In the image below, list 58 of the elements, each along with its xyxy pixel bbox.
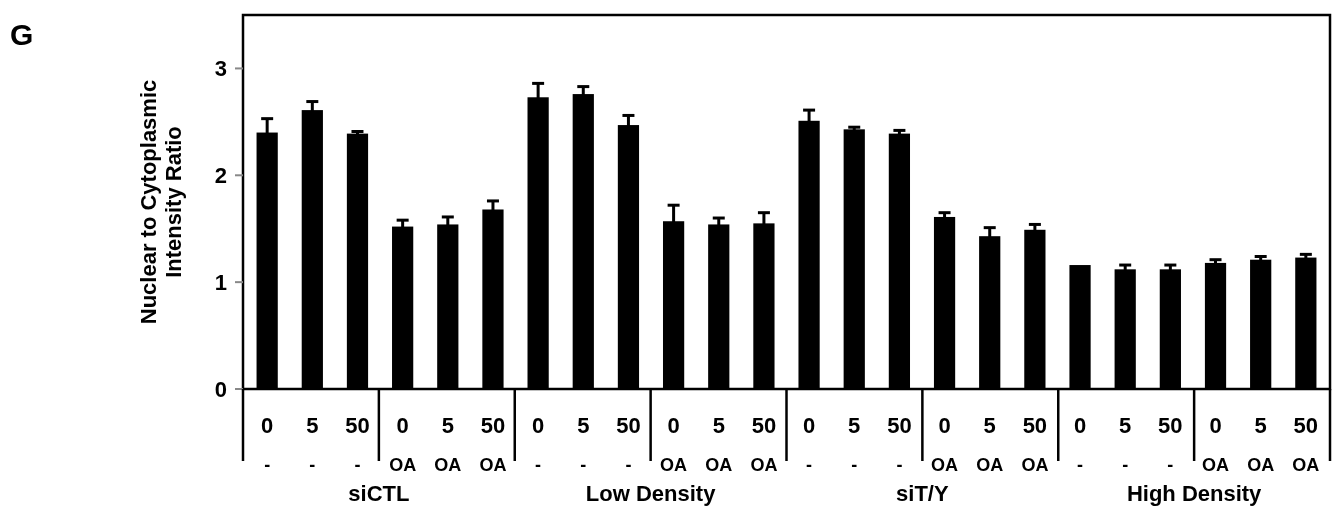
x-tick-label: 50: [1022, 413, 1048, 438]
x-tick-label: 0: [1073, 413, 1087, 438]
text: OA: [931, 455, 959, 475]
text: OA: [1021, 455, 1049, 475]
text: OA: [434, 455, 462, 475]
x-tick-label: 5: [712, 413, 725, 438]
x-tick-label: 5: [983, 413, 996, 438]
x-tick-label: 5: [848, 413, 861, 438]
y-tick-label: 1: [214, 269, 227, 295]
text: OA: [1247, 455, 1275, 475]
text: -: [580, 455, 587, 475]
text: -: [806, 455, 813, 475]
x-tick-label: 50: [616, 413, 641, 438]
chart-title: G: [10, 18, 34, 51]
y-axis-title: Nuclear to Cytoplasmic Intensity Ratio: [135, 79, 187, 325]
x-tick-label: 0: [667, 413, 680, 438]
text: OA: [479, 455, 507, 475]
text: -: [896, 455, 903, 475]
text: siCTL: [348, 481, 410, 506]
text: OA: [1202, 455, 1230, 475]
text: OA: [1292, 455, 1320, 475]
text: OA: [750, 455, 778, 475]
x-tick-label: 0: [532, 413, 545, 438]
x-tick-label: 5: [441, 413, 454, 438]
x-tick-label: 5: [306, 413, 319, 438]
text: -: [354, 455, 361, 475]
x-tick-label: 0: [938, 413, 951, 438]
text: -: [309, 455, 316, 475]
x-tick-label: 50: [887, 413, 912, 438]
text: OA: [389, 455, 417, 475]
text: -: [1077, 455, 1084, 475]
text: -: [535, 455, 542, 475]
y-tick-label: 0: [214, 376, 227, 402]
text: OA: [976, 455, 1004, 475]
text: siT/Y: [896, 481, 949, 506]
text: OA: [705, 455, 733, 475]
text: OA: [660, 455, 688, 475]
text: -: [1167, 455, 1174, 475]
x-tick-label: 0: [261, 413, 274, 438]
x-tick-label: 0: [1209, 413, 1222, 438]
x-tick-label: 50: [1158, 413, 1183, 438]
x-tick-label: 50: [345, 413, 370, 438]
y-tick-label: 2: [214, 162, 227, 188]
x-tick-label: 0: [802, 413, 816, 438]
text: High Density: [1126, 481, 1263, 506]
text: -: [1122, 455, 1129, 475]
text: Low Density: [585, 481, 717, 506]
text: -: [851, 455, 858, 475]
text: -: [264, 455, 271, 475]
x-tick-label: 5: [1119, 413, 1132, 438]
x-tick-label: 5: [577, 413, 590, 438]
x-tick-label: 50: [480, 413, 506, 438]
y-tick-label: 3: [214, 56, 227, 82]
x-tick-label: 5: [1254, 413, 1267, 438]
text: -: [625, 455, 632, 475]
x-tick-label: 0: [396, 413, 409, 438]
x-tick-label: 50: [751, 413, 777, 438]
x-tick-label: 50: [1293, 413, 1319, 438]
